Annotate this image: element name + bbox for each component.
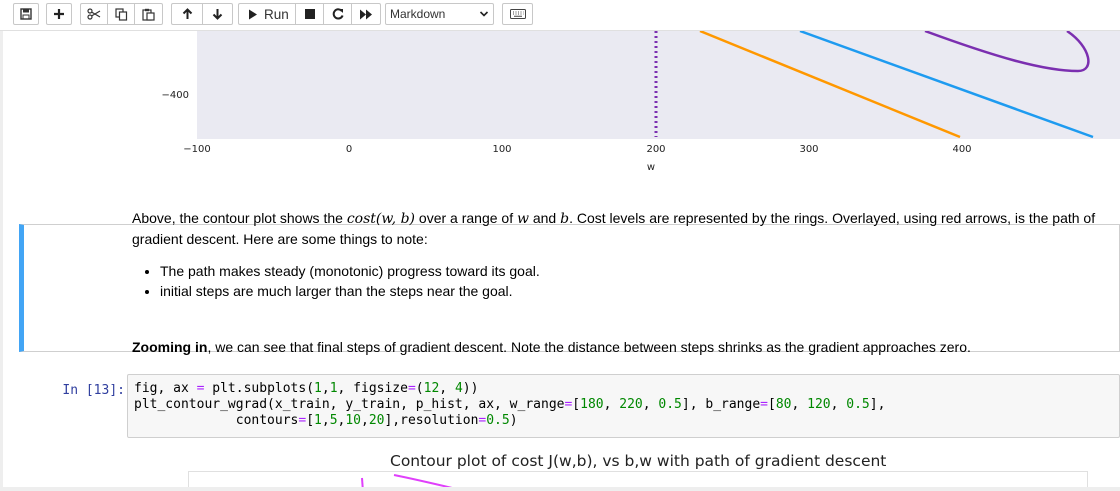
list-item: initial steps are much larger than the s… bbox=[160, 281, 1107, 301]
para-text: . Cost levels are represented by the rin… bbox=[132, 210, 1096, 247]
cut-icon bbox=[87, 8, 101, 20]
markdown-cell-selected[interactable] bbox=[19, 224, 1120, 352]
input-prompt: In [13]: bbox=[62, 383, 125, 398]
arrow-up-icon bbox=[182, 8, 192, 19]
save-icon bbox=[20, 8, 32, 20]
cut-button[interactable] bbox=[80, 3, 107, 25]
run-button[interactable]: Run bbox=[238, 3, 295, 25]
output-plot-frame bbox=[188, 471, 1088, 487]
math-w: w bbox=[516, 211, 529, 227]
copy-button[interactable] bbox=[107, 3, 134, 25]
markdown-bullet-list: The path makes steady (monotonic) progre… bbox=[132, 261, 1107, 301]
math-cost: cost(w, b) bbox=[346, 211, 416, 227]
x-tick-label: 300 bbox=[799, 144, 818, 155]
zoom-bold-text: Zooming in bbox=[132, 339, 208, 355]
zoom-markdown-cell: Zooming in, we can see that final steps … bbox=[132, 337, 1107, 357]
x-tick-label: −100 bbox=[183, 144, 210, 155]
magenta-contour-line bbox=[361, 477, 364, 487]
cell-type-select[interactable]: Markdown bbox=[385, 3, 494, 25]
markdown-paragraph: Above, the contour plot shows the cost(w… bbox=[132, 208, 1107, 249]
code-cell[interactable]: fig, ax = plt.subplots(1,1, figsize=(12,… bbox=[127, 374, 1120, 438]
blue-cost-line bbox=[799, 31, 1094, 139]
code-editor[interactable]: fig, ax = plt.subplots(1,1, figsize=(12,… bbox=[134, 381, 886, 428]
paste-icon bbox=[142, 8, 155, 21]
plus-icon bbox=[54, 9, 64, 19]
para-text: Above, the contour plot shows the bbox=[132, 210, 347, 226]
paste-button[interactable] bbox=[134, 3, 163, 25]
notebook-toolbar: Run Markdown bbox=[0, 0, 1120, 31]
interrupt-button[interactable] bbox=[295, 3, 323, 25]
fast-forward-icon bbox=[360, 9, 372, 19]
magenta-contour-line bbox=[393, 474, 453, 487]
list-item: The path makes steady (monotonic) progre… bbox=[160, 261, 1107, 281]
save-button[interactable] bbox=[13, 3, 39, 25]
keyboard-icon bbox=[509, 9, 526, 19]
output-plot-title: Contour plot of cost J(w,b), vs b,w with… bbox=[390, 452, 887, 470]
restart-kernel-button[interactable] bbox=[323, 3, 351, 25]
stop-icon bbox=[304, 9, 315, 19]
notebook-container: −400 −100 0 100 200 300 400 w Above, the… bbox=[3, 31, 1120, 487]
x-tick-label: 400 bbox=[952, 144, 971, 155]
arrow-down-icon bbox=[212, 9, 223, 20]
math-b: b bbox=[560, 211, 570, 227]
run-icon bbox=[249, 9, 257, 19]
x-axis-label: w bbox=[647, 162, 655, 173]
chevron-down-icon bbox=[479, 4, 489, 32]
zoom-text: , we can see that final steps of gradien… bbox=[207, 339, 971, 355]
x-tick-label: 200 bbox=[646, 144, 665, 155]
para-text: over a range of bbox=[415, 210, 517, 226]
move-up-button[interactable] bbox=[171, 3, 202, 25]
restart-run-all-button[interactable] bbox=[351, 3, 381, 25]
window-bottom-edge bbox=[0, 487, 1120, 491]
cell-type-value: Markdown bbox=[390, 7, 446, 21]
insert-cell-button[interactable] bbox=[46, 3, 72, 25]
move-down-button[interactable] bbox=[202, 3, 233, 25]
run-label: Run bbox=[264, 6, 289, 22]
contour-plot-output: −400 −100 0 100 200 300 400 w bbox=[162, 31, 1120, 173]
orange-cost-line bbox=[699, 31, 961, 139]
para-text: and bbox=[528, 210, 561, 226]
x-tick-label: 0 bbox=[346, 144, 352, 155]
y-tick-label: −400 bbox=[162, 90, 189, 101]
purple-contour-ring bbox=[924, 31, 1090, 73]
restart-icon bbox=[332, 8, 344, 20]
command-palette-button[interactable] bbox=[502, 3, 533, 25]
x-tick-label: 100 bbox=[492, 144, 511, 155]
output-plot-preview bbox=[361, 474, 453, 487]
plot-area bbox=[197, 31, 1120, 139]
copy-icon bbox=[114, 7, 127, 21]
